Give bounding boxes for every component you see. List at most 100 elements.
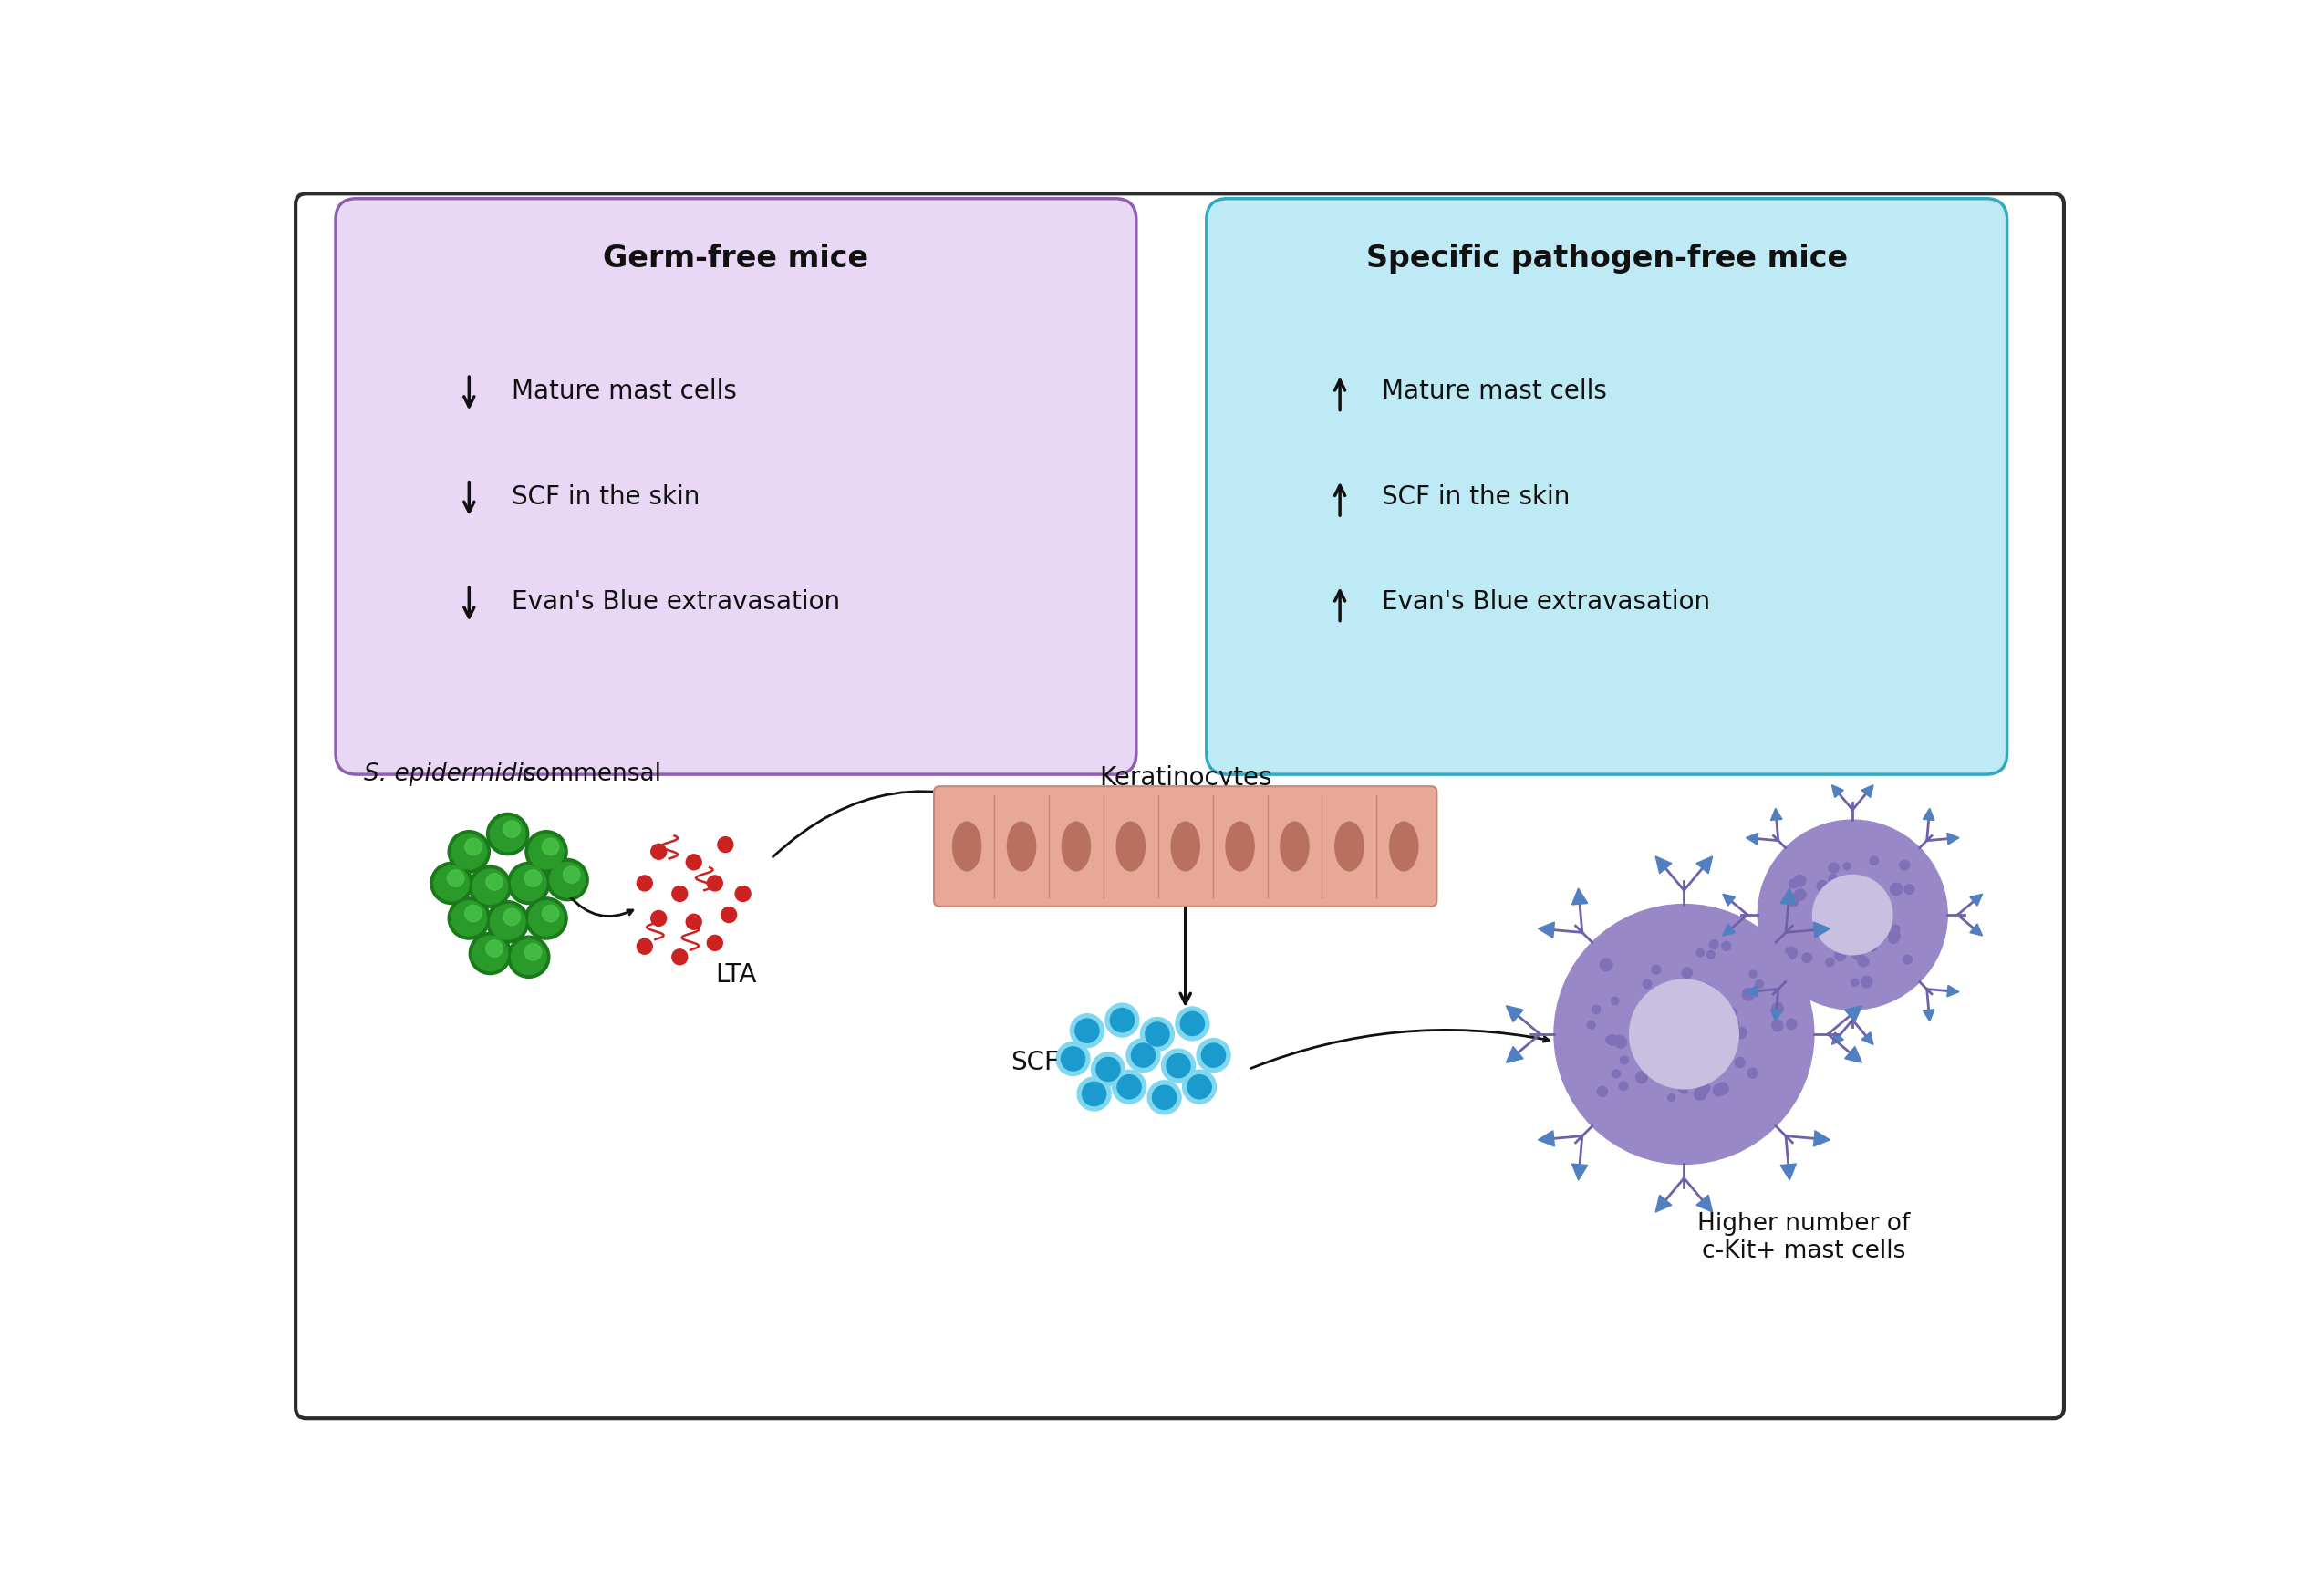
Circle shape: [564, 867, 580, 883]
Circle shape: [638, 938, 651, 954]
Circle shape: [1181, 1012, 1204, 1036]
Circle shape: [1163, 1049, 1195, 1082]
Circle shape: [1773, 1002, 1784, 1013]
Circle shape: [1621, 1057, 1628, 1065]
Circle shape: [1641, 1045, 1648, 1053]
Circle shape: [1789, 879, 1798, 889]
Circle shape: [1759, 820, 1947, 1010]
Circle shape: [1786, 1018, 1796, 1029]
Circle shape: [465, 838, 481, 855]
Circle shape: [1651, 1018, 1657, 1025]
Circle shape: [1729, 1037, 1736, 1045]
Circle shape: [1743, 988, 1754, 1001]
Circle shape: [1678, 1028, 1687, 1036]
Polygon shape: [1922, 1009, 1934, 1021]
Circle shape: [1061, 1047, 1084, 1071]
Circle shape: [1750, 970, 1756, 978]
Circle shape: [451, 900, 486, 935]
Circle shape: [504, 908, 520, 926]
Circle shape: [686, 854, 702, 870]
Polygon shape: [1832, 785, 1844, 798]
Polygon shape: [1779, 889, 1796, 905]
Circle shape: [1607, 1034, 1618, 1045]
Circle shape: [1747, 1068, 1759, 1079]
Circle shape: [509, 862, 550, 905]
Text: Keratinocytes: Keratinocytes: [1098, 764, 1271, 790]
Circle shape: [490, 817, 525, 852]
Circle shape: [529, 835, 564, 870]
Circle shape: [504, 820, 520, 838]
Circle shape: [1694, 1088, 1706, 1100]
Circle shape: [1713, 1061, 1722, 1071]
Circle shape: [1703, 996, 1715, 1007]
Circle shape: [1614, 1036, 1628, 1049]
Circle shape: [1853, 950, 1862, 959]
Text: S. epidermidis: S. epidermidis: [364, 763, 536, 787]
Circle shape: [1835, 950, 1846, 961]
Circle shape: [672, 950, 688, 964]
Polygon shape: [1655, 857, 1671, 873]
Circle shape: [1146, 1023, 1169, 1045]
Circle shape: [1825, 958, 1835, 967]
Circle shape: [1105, 1004, 1139, 1037]
Circle shape: [1796, 889, 1807, 900]
Circle shape: [1793, 875, 1805, 886]
Circle shape: [1713, 1085, 1724, 1096]
Circle shape: [1146, 1080, 1181, 1114]
Circle shape: [1828, 937, 1837, 946]
Circle shape: [1819, 892, 1828, 903]
Text: Evan's Blue extravasation: Evan's Blue extravasation: [511, 589, 840, 614]
Circle shape: [1676, 1029, 1687, 1041]
Circle shape: [1892, 924, 1899, 934]
Circle shape: [1851, 978, 1858, 986]
Circle shape: [490, 905, 525, 940]
Circle shape: [1904, 954, 1913, 964]
Circle shape: [1844, 910, 1855, 921]
Text: LTA: LTA: [716, 962, 757, 988]
Circle shape: [1726, 1018, 1738, 1031]
Circle shape: [1678, 1061, 1692, 1073]
Circle shape: [1075, 1018, 1098, 1042]
Circle shape: [1077, 1077, 1112, 1111]
Circle shape: [1830, 894, 1842, 903]
Circle shape: [472, 935, 509, 970]
Circle shape: [509, 935, 550, 978]
Ellipse shape: [1172, 822, 1199, 871]
Circle shape: [1637, 1071, 1648, 1084]
Circle shape: [1853, 921, 1865, 932]
Circle shape: [1904, 884, 1913, 894]
Circle shape: [1126, 1039, 1160, 1073]
Circle shape: [638, 876, 651, 891]
Polygon shape: [1844, 1005, 1862, 1021]
Circle shape: [1701, 985, 1713, 994]
Circle shape: [686, 915, 702, 929]
Circle shape: [1680, 1085, 1687, 1093]
Circle shape: [1614, 1036, 1623, 1044]
Circle shape: [1611, 1069, 1621, 1077]
Text: Specific pathogen-free mice: Specific pathogen-free mice: [1365, 243, 1849, 273]
Circle shape: [486, 900, 529, 943]
Text: Mature mast cells: Mature mast cells: [511, 378, 737, 404]
Polygon shape: [1572, 889, 1588, 905]
Polygon shape: [1538, 1130, 1554, 1146]
Circle shape: [1167, 1053, 1190, 1077]
Polygon shape: [1770, 1009, 1782, 1021]
Circle shape: [1634, 1012, 1644, 1023]
Circle shape: [1844, 862, 1851, 870]
Circle shape: [1816, 881, 1828, 891]
Circle shape: [1662, 1023, 1671, 1033]
Circle shape: [1183, 1069, 1215, 1104]
Circle shape: [1710, 940, 1717, 950]
Circle shape: [1188, 1076, 1211, 1098]
Polygon shape: [1832, 1033, 1844, 1045]
Circle shape: [511, 940, 546, 975]
Circle shape: [472, 870, 509, 905]
Circle shape: [1849, 911, 1860, 922]
Circle shape: [672, 886, 688, 902]
Circle shape: [529, 900, 564, 935]
Circle shape: [1844, 903, 1853, 915]
Circle shape: [1630, 980, 1738, 1088]
Circle shape: [1139, 1017, 1174, 1052]
Circle shape: [1683, 1037, 1694, 1049]
FancyBboxPatch shape: [935, 787, 1436, 907]
